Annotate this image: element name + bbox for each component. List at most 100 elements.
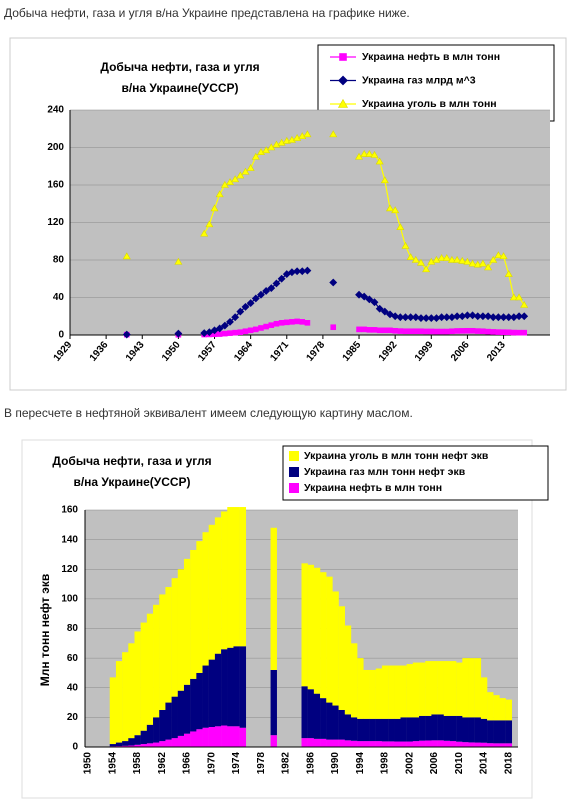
bar-segment [159,741,166,747]
bar-segment [239,727,247,747]
data-point [380,176,389,184]
bar-segment [375,741,383,747]
bar-segment [196,729,203,747]
data-point [392,327,398,334]
data-point [293,134,302,141]
y-tick-label: 200 [47,142,64,153]
y-tick-label: 140 [61,534,78,545]
bar-segment [381,741,389,747]
y-tick-label: 80 [53,255,65,266]
y-tick-label: 120 [47,217,64,228]
data-point [411,255,420,263]
bar-segment [375,718,383,742]
bar-segment [400,665,407,718]
data-point [360,292,369,301]
bar-segment [159,594,166,710]
chart-title: Добыча нефти, газа и угля [52,454,211,468]
bar-segment [456,741,463,747]
data-point [287,135,296,143]
bar-segment [357,741,364,747]
data-point [205,220,214,228]
data-point [463,257,472,265]
bar-segment [320,698,327,739]
data-point [427,257,436,265]
bar-segment [233,726,240,747]
data-point [385,204,395,212]
data-point [220,321,229,330]
data-point [294,318,300,325]
data-point [468,259,477,267]
y-tick-label: 20 [67,712,79,723]
bar-segment [381,718,389,742]
y-tick-label: 120 [61,564,78,575]
data-point [226,317,234,326]
legend-label: Украина уголь в млн тонн [362,98,497,110]
data-point [257,290,265,299]
data-point [232,329,238,336]
data-point [241,302,250,311]
data-point [278,320,285,326]
data-point [360,149,369,157]
data-point [267,284,276,293]
bar-segment [183,558,191,685]
data-point [489,255,498,263]
data-point [458,256,467,264]
bar-segment [487,743,494,747]
bar-segment [153,742,160,747]
data-point [407,328,414,335]
bar-segment [369,669,376,719]
y-tick-label: 0 [58,330,64,341]
bar-segment [443,661,451,716]
data-point [277,138,286,146]
data-point [268,322,275,328]
y-tick-label: 240 [47,105,64,116]
data-point [509,293,518,301]
data-point [303,266,312,275]
bar-segment [326,576,333,703]
bar-segment [332,739,339,747]
data-point [437,313,446,322]
data-point [453,312,462,321]
bar-segment [122,741,129,746]
data-point [495,329,502,335]
data-point [417,314,425,323]
bar-segment [493,743,500,747]
bar-segment [456,662,463,716]
y-tick-label: 0 [72,742,78,753]
x-tick-label: 1978 [256,752,267,775]
data-point [442,313,451,322]
bar-segment [431,661,438,715]
data-point [231,175,240,183]
bar-segment [419,662,426,716]
bar-segment [202,532,209,666]
data-point [174,257,183,265]
bar-segment [122,745,129,747]
bar-segment [338,709,345,740]
bar-segment [134,744,141,747]
data-point [247,327,254,334]
data-point [262,287,271,295]
data-point [375,304,384,313]
bar-segment [474,742,482,747]
data-point [428,328,435,335]
bar-segment [499,698,506,721]
data-point [366,327,373,333]
data-point [520,300,529,308]
bar-segment [140,744,148,747]
x-tick-label: 1954 [107,752,118,775]
bar-segment [177,569,185,691]
bar-segment [165,587,172,703]
data-point [236,307,245,316]
data-point [293,267,302,276]
bar-segment [208,727,216,747]
bar-segment [171,738,178,747]
data-point [515,293,524,301]
y-tick-label: 100 [61,594,78,605]
bar-segment [146,724,154,744]
bar-segment [449,715,457,742]
data-point [468,311,477,320]
bar-segment [122,652,129,742]
bar-segment [171,578,178,697]
bar-segment [487,720,494,744]
